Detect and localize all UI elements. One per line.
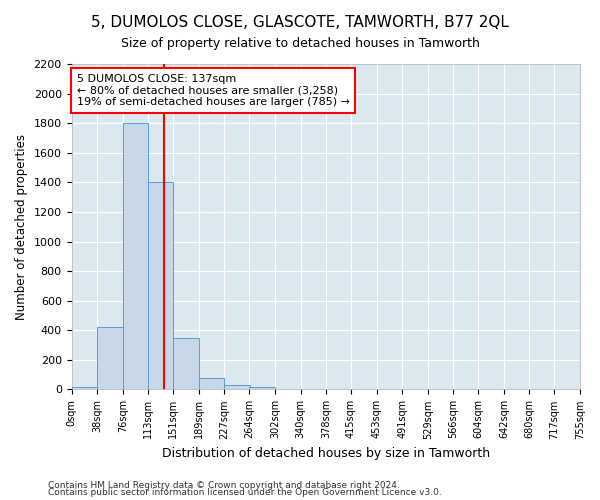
Bar (199, 378, 224, 390)
Bar (250, 387, 275, 390)
Bar (97, 328, 123, 390)
Text: Contains HM Land Registry data © Crown copyright and database right 2024.: Contains HM Land Registry data © Crown c… (48, 480, 400, 490)
Y-axis label: Number of detached properties: Number of detached properties (15, 134, 28, 320)
Bar (148, 182, 173, 390)
Bar (173, 338, 199, 390)
Text: 5 DUMOLOS CLOSE: 137sqm
← 80% of detached houses are smaller (3,258)
19% of semi: 5 DUMOLOS CLOSE: 137sqm ← 80% of detache… (77, 74, 350, 107)
X-axis label: Distribution of detached houses by size in Tamworth: Distribution of detached houses by size … (162, 447, 490, 460)
Bar (224, 385, 250, 390)
Text: Size of property relative to detached houses in Tamworth: Size of property relative to detached ho… (121, 38, 479, 51)
Text: 5, DUMOLOS CLOSE, GLASCOTE, TAMWORTH, B77 2QL: 5, DUMOLOS CLOSE, GLASCOTE, TAMWORTH, B7… (91, 15, 509, 30)
Bar (71, 387, 97, 390)
Bar (123, 123, 148, 390)
Text: Contains public sector information licensed under the Open Government Licence v3: Contains public sector information licen… (48, 488, 442, 497)
